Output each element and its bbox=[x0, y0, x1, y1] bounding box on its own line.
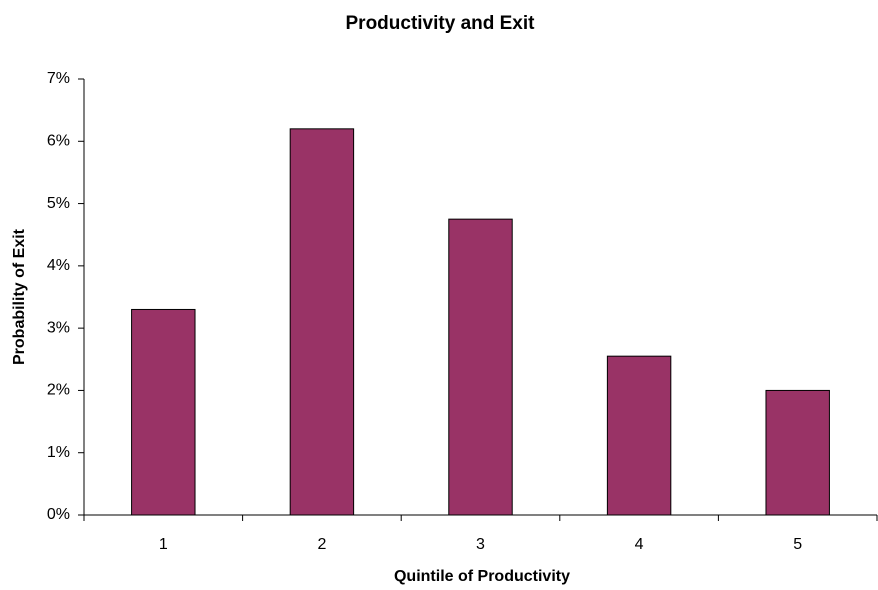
x-tick-label: 4 bbox=[635, 536, 644, 553]
x-axis-title: Quintile of Productivity bbox=[394, 568, 570, 585]
x-tick-label: 3 bbox=[476, 536, 485, 553]
bar bbox=[131, 308, 196, 516]
y-tick-label: 0% bbox=[47, 506, 70, 523]
x-tick-label: 5 bbox=[793, 536, 802, 553]
y-tick-label: 4% bbox=[47, 257, 70, 274]
y-tick-label: 3% bbox=[47, 319, 70, 336]
bar bbox=[448, 218, 513, 516]
y-tick-label: 2% bbox=[47, 382, 70, 399]
chart-title: Productivity and Exit bbox=[346, 13, 536, 34]
x-tick-label: 2 bbox=[317, 536, 326, 553]
bar bbox=[765, 389, 830, 516]
y-tick-label: 6% bbox=[47, 133, 70, 150]
y-tick-label: 1% bbox=[47, 444, 70, 461]
bar bbox=[606, 355, 672, 516]
x-tick-label: 1 bbox=[159, 536, 168, 553]
bar bbox=[289, 128, 355, 516]
y-axis-title: Probability of Exit bbox=[11, 228, 28, 365]
y-tick-label: 7% bbox=[47, 70, 70, 87]
y-tick-label: 5% bbox=[47, 195, 70, 212]
